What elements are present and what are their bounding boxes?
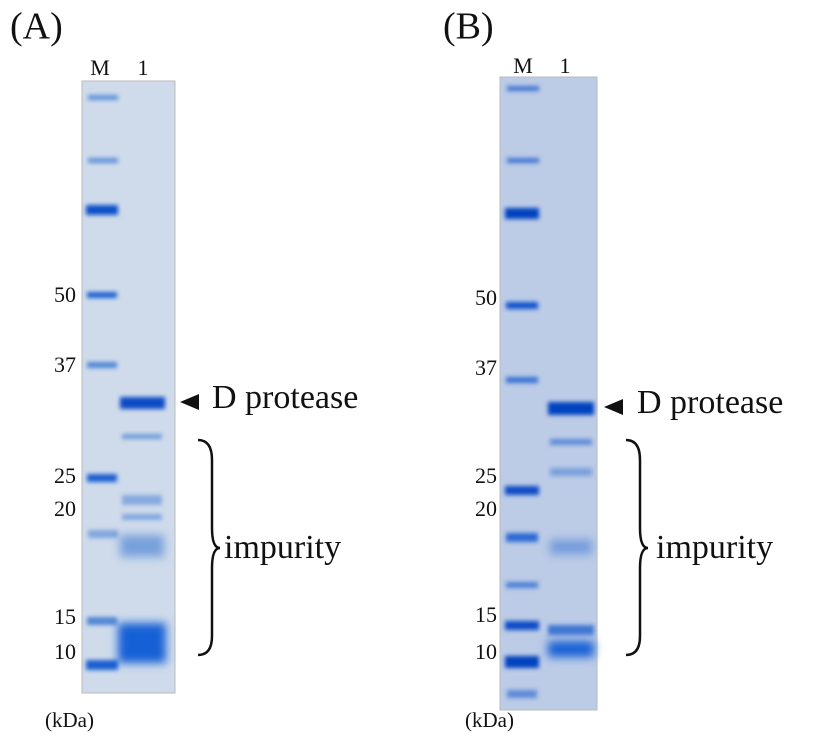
brace [625, 438, 649, 657]
marker-label: 25 [475, 463, 497, 488]
marker-label: 20 [475, 496, 497, 521]
lane-label: M [90, 55, 110, 80]
gel [81, 80, 176, 694]
bands [505, 86, 594, 698]
gel [499, 76, 598, 711]
marker-label: 50 [475, 285, 497, 310]
unit-label: (kDa) [465, 708, 514, 732]
panel-b: (B) M 1 50 37 25 20 15 [443, 6, 783, 732]
impurity-label: impurity [656, 529, 773, 566]
marker-label: 50 [54, 282, 76, 307]
panel-a: (A) M 1 50 37 25 20 15 10 [10, 6, 358, 732]
panel-label: (B) [443, 6, 494, 48]
marker-label: 37 [475, 355, 497, 380]
brace [197, 438, 221, 657]
target-label: D protease [637, 384, 783, 421]
marker-label: 10 [54, 639, 76, 664]
arrow [180, 394, 199, 410]
marker-label: 25 [54, 463, 76, 488]
marker-label: 15 [475, 602, 497, 627]
impurity-label: impurity [224, 529, 341, 566]
target-label: D protease [212, 379, 358, 416]
marker-label: 15 [54, 604, 76, 629]
marker-label: 20 [54, 496, 76, 521]
lane-label: 1 [560, 53, 571, 78]
arrow [604, 399, 623, 415]
lane-label: M [513, 53, 533, 78]
lane-label: 1 [138, 55, 149, 80]
bands [86, 95, 166, 670]
marker-label: 37 [54, 352, 76, 377]
panel-label: (A) [10, 6, 63, 48]
unit-label: (kDa) [45, 708, 94, 732]
marker-label: 10 [475, 639, 497, 664]
